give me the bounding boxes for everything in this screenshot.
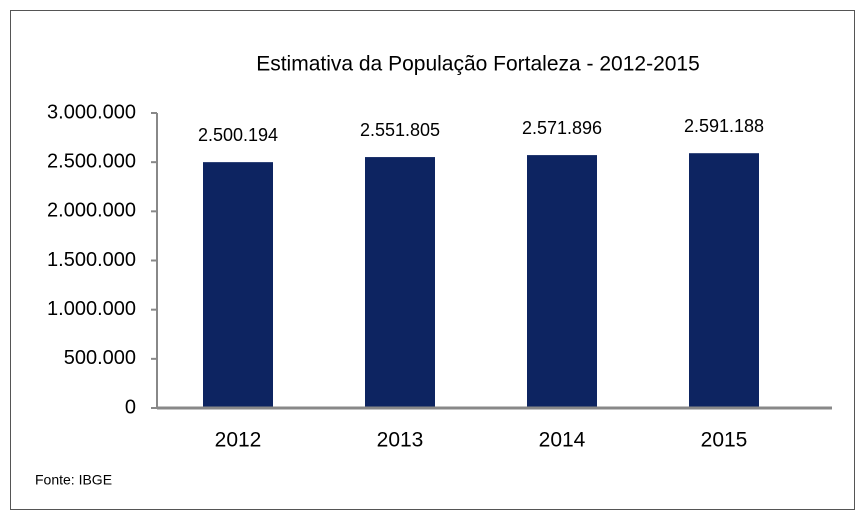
x-tick-label: 2012 — [215, 429, 262, 452]
data-label: 2.500.194 — [198, 125, 278, 145]
x-tick-label: 2014 — [539, 429, 586, 452]
chart-title: Estimativa da População Fortaleza - 2012… — [256, 53, 700, 76]
bar — [365, 157, 435, 408]
source-note: Fonte: IBGE — [35, 472, 112, 488]
data-label: 2.571.896 — [522, 118, 602, 138]
data-label: 2.551.805 — [360, 120, 440, 140]
y-tick-label: 3.000.000 — [47, 101, 136, 123]
bar — [689, 153, 759, 408]
y-tick-label: 500.000 — [64, 347, 136, 369]
bar — [527, 155, 597, 408]
y-tick-label: 2.000.000 — [47, 200, 136, 222]
y-tick-label: 1.500.000 — [47, 249, 136, 271]
bar — [203, 162, 273, 408]
y-tick-label: 0 — [125, 396, 136, 418]
y-tick-label: 1.000.000 — [47, 298, 136, 320]
x-tick-label: 2013 — [377, 429, 424, 452]
y-tick-label: 2.500.000 — [47, 150, 136, 172]
x-tick-label: 2015 — [701, 429, 748, 452]
data-label: 2.591.188 — [684, 116, 764, 136]
